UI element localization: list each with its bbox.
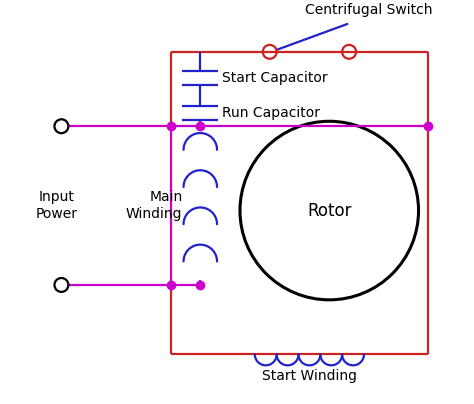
Text: Start Winding: Start Winding [262, 369, 357, 383]
Text: Input
Power: Input Power [36, 191, 77, 221]
Text: Start Capacitor: Start Capacitor [222, 71, 328, 84]
Text: Centrifugal Switch: Centrifugal Switch [305, 3, 433, 17]
Text: Main
Winding: Main Winding [126, 191, 182, 221]
Text: Run Capacitor: Run Capacitor [222, 106, 320, 120]
Text: Rotor: Rotor [307, 202, 352, 219]
